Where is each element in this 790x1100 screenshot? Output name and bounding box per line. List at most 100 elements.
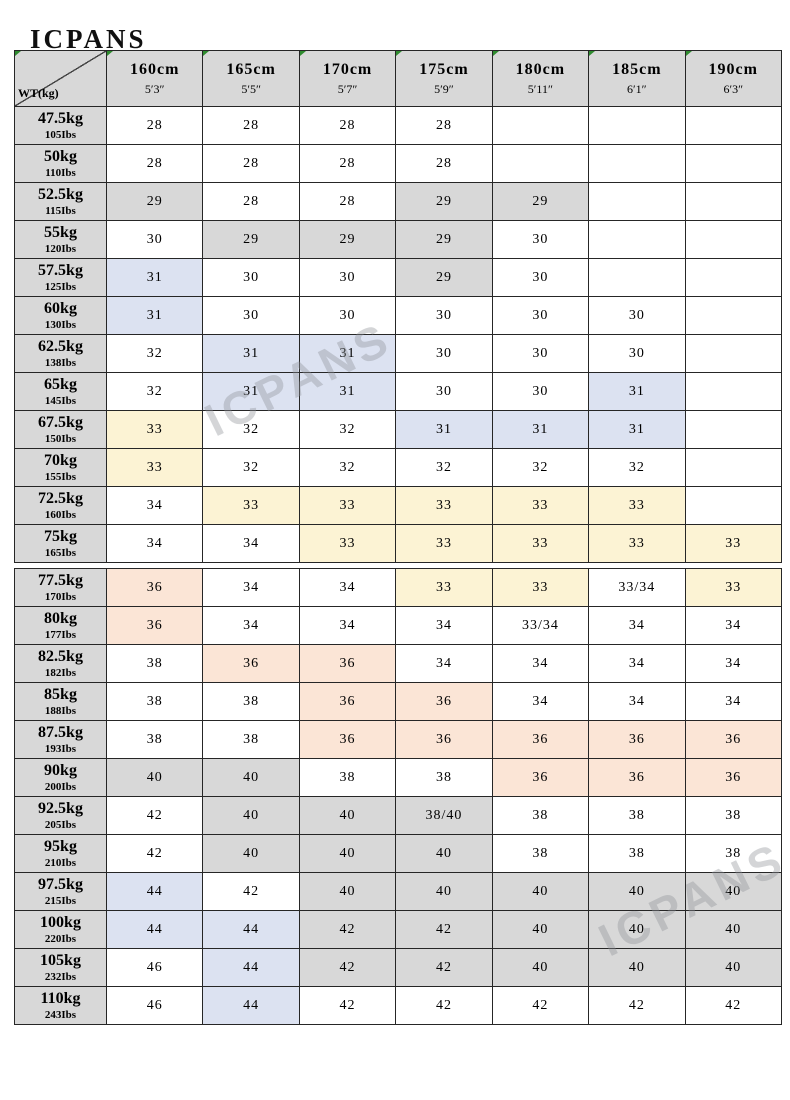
size-cell: 33 (491, 524, 590, 563)
row-label-77.5kg: 77.5kg 170Ibs (14, 568, 107, 607)
weight-lbs: 205Ibs (44, 818, 77, 831)
size-cell: 29 (395, 182, 493, 221)
size-cell: 29 (395, 258, 493, 297)
weight-kg: 105kg (40, 952, 81, 970)
column-height-ft: 6′1″ (627, 82, 647, 96)
weight-kg: 47.5kg (38, 110, 83, 128)
size-cell: 33 (298, 524, 397, 563)
size-cell: 40 (105, 758, 204, 797)
size-cell: 33 (298, 486, 397, 525)
column-header-180cm: 180cm 5′11″ (491, 50, 590, 107)
weight-row-50kg: 50kg 110Ibs 28 28 28 28 (14, 144, 783, 183)
weight-kg: 80kg (44, 610, 77, 628)
size-cell: 38 (202, 682, 300, 721)
weight-lbs: 138Ibs (44, 356, 77, 369)
size-cell: 33/34 (588, 568, 686, 607)
size-cell: 31 (588, 410, 686, 449)
size-cell: 34 (588, 682, 686, 721)
size-cell: 33 (491, 486, 590, 525)
column-header-185cm: 185cm 6′1″ (588, 50, 686, 107)
size-cell: 34 (202, 568, 300, 607)
size-cell: 38 (588, 834, 686, 873)
row-label-90kg: 90kg 200Ibs (14, 758, 107, 797)
size-cell: 33 (395, 524, 493, 563)
green-marker-icon (107, 51, 113, 56)
size-cell: 34 (395, 606, 493, 645)
green-marker-icon (203, 51, 210, 56)
size-cell: 40 (491, 910, 590, 949)
size-cell: 32 (202, 410, 300, 449)
size-cell: 40 (298, 796, 397, 835)
size-cell: 36 (684, 758, 783, 797)
corner-cell: WT(kg) (14, 50, 107, 107)
size-cell: 28 (395, 106, 493, 145)
green-marker-icon (300, 51, 306, 56)
size-cell: 36 (588, 758, 686, 797)
size-cell (684, 334, 783, 373)
weight-kg: 82.5kg (38, 648, 83, 666)
size-cell (684, 410, 783, 449)
size-cell: 40 (202, 834, 300, 873)
size-cell: 42 (298, 948, 397, 987)
size-cell: 28 (298, 144, 397, 183)
size-cell: 31 (298, 334, 397, 373)
green-marker-icon (589, 51, 596, 56)
size-cell: 33 (684, 524, 783, 563)
size-cell: 33 (105, 448, 204, 487)
weight-kg: 75kg (44, 528, 77, 546)
size-cell: 40 (684, 948, 783, 987)
size-cell (684, 144, 783, 183)
size-cell: 38/40 (395, 796, 493, 835)
size-cell (684, 296, 783, 335)
size-cell (588, 182, 686, 221)
size-cell: 33/34 (491, 606, 590, 645)
size-cell: 30 (491, 372, 590, 411)
size-cell: 36 (298, 644, 397, 683)
weight-kg: 92.5kg (38, 800, 83, 818)
size-cell: 38 (684, 796, 783, 835)
size-cell (491, 144, 590, 183)
column-height-cm: 160cm (129, 61, 180, 78)
size-cell: 42 (202, 872, 300, 911)
size-cell: 33 (105, 410, 204, 449)
size-cell: 32 (202, 448, 300, 487)
size-cell: 36 (491, 758, 590, 797)
size-cell: 34 (491, 644, 590, 683)
size-cell: 29 (395, 220, 493, 259)
size-cell: 33 (588, 524, 686, 563)
size-cell: 44 (105, 910, 204, 949)
header-row: WT(kg) 160cm 5′3″ 165cm 5′5″ 170cm 5′7″ 175cm 5… (14, 50, 783, 107)
weight-lbs: 193Ibs (44, 742, 77, 755)
size-cell: 28 (395, 144, 493, 183)
size-cell: 44 (202, 986, 300, 1025)
weight-kg: 52.5kg (38, 186, 83, 204)
size-cell: 30 (395, 296, 493, 335)
size-cell: 40 (395, 872, 493, 911)
size-cell: 44 (202, 948, 300, 987)
size-cell: 30 (491, 334, 590, 373)
column-height-cm: 175cm (419, 61, 469, 78)
size-cell: 40 (588, 948, 686, 987)
weight-kg: 110kg (40, 990, 81, 1008)
row-label-87.5kg: 87.5kg 193Ibs (14, 720, 107, 759)
weight-lbs: 110Ibs (45, 166, 76, 179)
column-height-cm: 185cm (612, 61, 662, 78)
column-header-160cm: 160cm 5′3″ (105, 50, 204, 107)
weight-kg: 50kg (44, 148, 77, 166)
diagonal-divider (15, 51, 106, 106)
size-cell: 40 (588, 910, 686, 949)
size-cell: 42 (395, 910, 493, 949)
size-cell: 40 (298, 834, 397, 873)
weight-kg: 72.5kg (38, 490, 83, 508)
weight-lbs: 125Ibs (44, 280, 77, 293)
size-cell: 28 (298, 182, 397, 221)
weight-kg: 70kg (44, 452, 77, 470)
size-cell: 36 (395, 720, 493, 759)
weight-row-72.5kg: 72.5kg 160Ibs 34 33 33 33 33 33 (14, 486, 783, 525)
weight-kg: 77.5kg (38, 572, 83, 590)
weight-row-55kg: 55kg 120Ibs 30 29 29 29 30 (14, 220, 783, 259)
size-cell (684, 220, 783, 259)
column-header-170cm: 170cm 5′7″ (298, 50, 397, 107)
size-cell: 30 (491, 258, 590, 297)
